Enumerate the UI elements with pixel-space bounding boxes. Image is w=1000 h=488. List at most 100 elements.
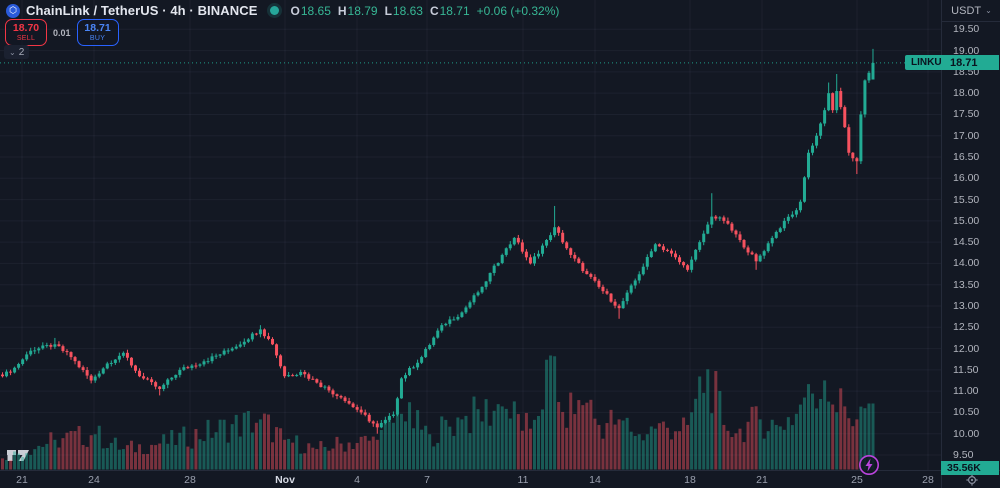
volume-bar <box>37 445 41 470</box>
candle-body <box>690 259 694 270</box>
volume-bar <box>528 428 532 470</box>
last-price-label: 18.71 <box>941 55 999 71</box>
candle-body <box>363 412 367 415</box>
chevron-down-icon: ⌄ <box>9 47 16 57</box>
volume-bar <box>770 419 774 470</box>
volume-bar <box>158 443 162 470</box>
volume-bar <box>657 423 661 470</box>
volume-bar <box>194 428 198 470</box>
volume-bar <box>766 431 770 470</box>
volume-bar <box>214 432 218 470</box>
candle-body <box>331 390 335 395</box>
candle-body <box>186 367 190 369</box>
volume-bar <box>81 444 85 470</box>
candle-body <box>404 375 407 379</box>
volume-bar <box>794 413 798 470</box>
volume-bar <box>532 419 536 470</box>
volume-bar <box>678 431 682 470</box>
volume-bar <box>21 456 25 470</box>
instant-order-lightning-icon[interactable] <box>858 454 880 481</box>
candle-body <box>391 414 395 416</box>
candle-body <box>541 245 545 254</box>
chart-legend: ⬡ ChainLink / TetherUS · 4h · BINANCE O1… <box>6 3 559 18</box>
candle-wick <box>54 337 56 349</box>
price-tick-label: 10.50 <box>953 406 980 419</box>
volume-bar <box>601 438 605 470</box>
volume-bar <box>5 459 9 470</box>
volume-bar <box>174 444 178 470</box>
time-tick-label: 28 <box>184 474 196 486</box>
candle-body <box>609 293 613 302</box>
volume-bar <box>726 430 730 470</box>
candle-body <box>347 401 351 404</box>
volume-bar <box>262 413 266 470</box>
candle-body <box>778 228 782 232</box>
candle-body <box>682 262 686 266</box>
candle-body <box>722 217 726 221</box>
volume-bar <box>105 447 109 470</box>
candle-body <box>1 374 4 377</box>
volume-bar <box>311 447 315 470</box>
symbol-title[interactable]: ChainLink / TetherUS · 4h · BINANCE <box>26 3 258 18</box>
volume-bar <box>250 432 254 470</box>
candle-body <box>222 350 226 355</box>
candle-body <box>33 350 37 352</box>
candle-body <box>633 280 637 286</box>
volume-bar <box>166 443 170 470</box>
candle-body <box>198 364 202 366</box>
volume-bar <box>170 430 174 470</box>
volume-bar <box>13 451 17 470</box>
candle-body <box>520 242 524 252</box>
volume-bar <box>49 432 53 470</box>
candle-body <box>428 344 432 350</box>
price-axis[interactable]: USDT ⌄ 19.50 19.00 18.50 18.00 17.50 17.00 16.… <box>941 0 1000 470</box>
candle-body <box>440 325 444 331</box>
volume-bar <box>694 398 698 470</box>
candle-body <box>351 403 355 408</box>
candle-body <box>17 364 21 368</box>
candle-body <box>37 348 41 351</box>
volume-bar <box>420 429 424 470</box>
volume-bar <box>629 431 633 470</box>
volume-bar <box>335 436 339 470</box>
volume-bar <box>790 425 794 470</box>
volume-bar <box>613 424 617 470</box>
candle-body <box>698 242 702 250</box>
candle-body <box>831 93 835 111</box>
volume-bar <box>121 449 125 470</box>
candle-body <box>234 346 238 349</box>
volume-bar <box>182 426 186 470</box>
volume-bar <box>125 445 129 470</box>
volume-bar <box>210 437 214 470</box>
candle-body <box>202 361 206 365</box>
currency-selector[interactable]: USDT ⌄ <box>942 0 1000 22</box>
volume-bar <box>484 399 488 470</box>
collapse-indicators-chip[interactable]: ⌄ 2 <box>4 45 30 59</box>
candle-body <box>283 366 287 377</box>
volume-bar <box>69 431 73 470</box>
candle-body <box>133 365 137 371</box>
candle-body <box>142 376 146 379</box>
candle-body <box>867 72 871 81</box>
time-axis[interactable]: 21 24 28 Nov 4 7 11 14 18 21 25 28 <box>0 470 941 488</box>
buy-button[interactable]: 18.71 BUY <box>76 19 119 46</box>
sell-button[interactable]: 18.70 SELL <box>5 19 47 46</box>
candle-body <box>85 370 89 376</box>
volume-bar <box>142 454 146 470</box>
volume-bar <box>291 442 295 470</box>
candle-body <box>581 262 585 272</box>
volume-bar <box>77 426 81 470</box>
volume-bar <box>710 413 714 470</box>
candle-body <box>295 375 299 377</box>
volume-bar <box>452 435 456 470</box>
candle-body <box>262 329 266 337</box>
volume-bar <box>73 431 77 470</box>
candle-body <box>661 246 665 250</box>
market-status-dot-icon <box>269 6 279 15</box>
candle-body <box>226 350 230 352</box>
candle-body <box>734 230 738 235</box>
volume-bar <box>383 420 387 470</box>
volume-bar <box>133 452 137 470</box>
candle-body <box>432 337 436 345</box>
